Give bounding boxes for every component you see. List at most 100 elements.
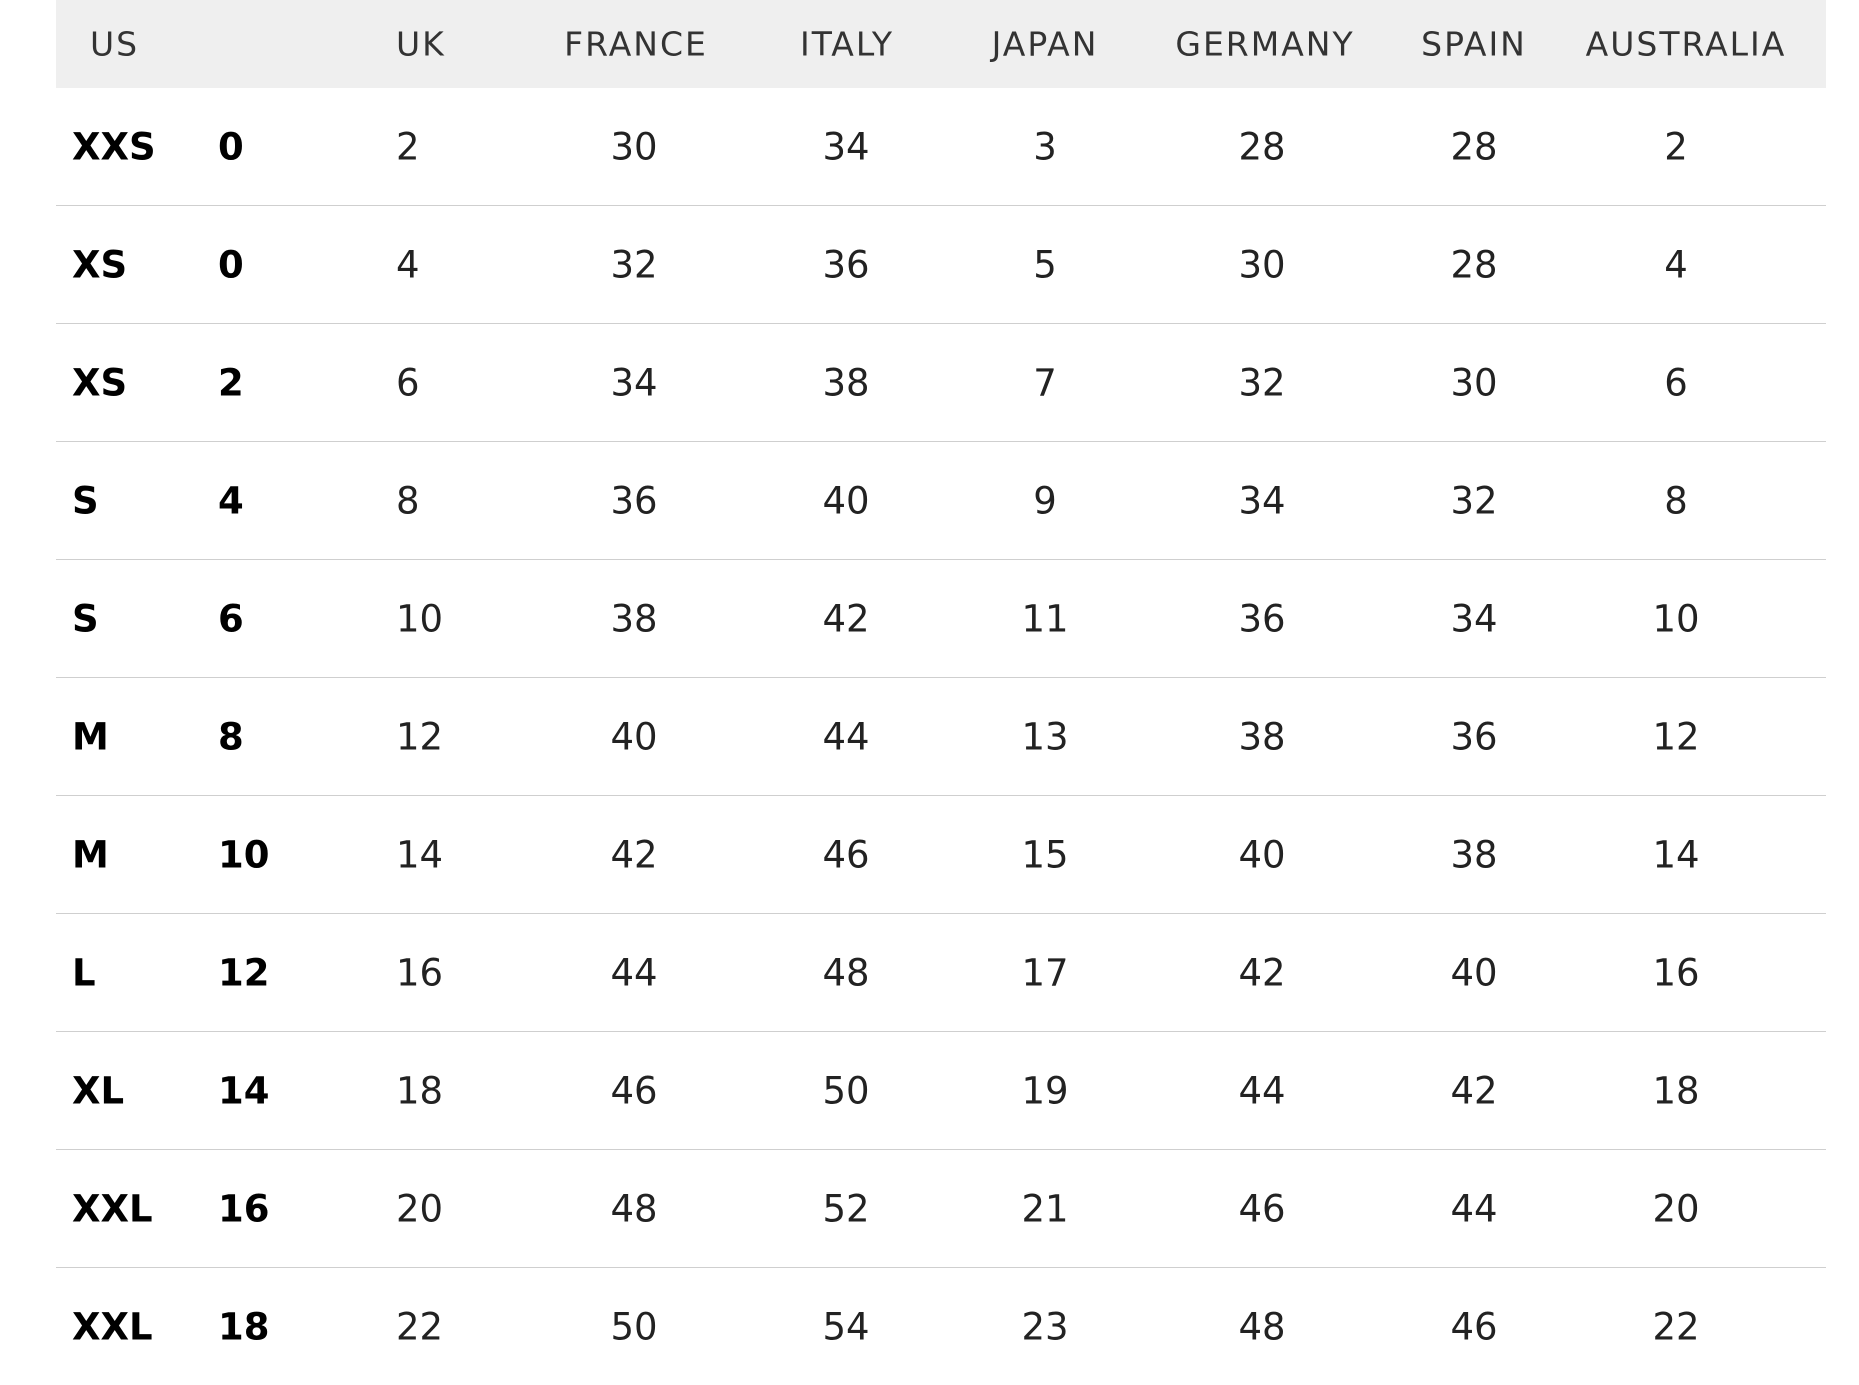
size-value: 6 [1664,361,1688,404]
size-value: 28 [1238,125,1286,168]
size-value: 44 [822,715,870,758]
size-value: 38 [610,597,658,640]
table-row: M 10 14 42 46 15 40 38 14 [56,796,1826,914]
size-value: 3 [1033,125,1057,168]
size-value: 42 [610,833,658,876]
size-value: 14 [1652,833,1700,876]
size-value: 17 [1021,951,1069,994]
size-value: 42 [1238,951,1286,994]
column-header: UK [396,24,446,64]
size-value: 34 [1450,597,1498,640]
size-value: 34 [822,125,870,168]
size-value: 40 [1450,951,1498,994]
size-label: S [72,479,99,522]
size-value: 16 [218,1187,270,1230]
size-label: XXL [72,1187,153,1230]
size-value: 28 [1450,125,1498,168]
size-label: S [72,597,99,640]
size-value: 46 [822,833,870,876]
size-value: 40 [822,479,870,522]
size-label: XL [72,1069,125,1112]
size-label: XS [72,361,128,404]
size-value: 44 [610,951,658,994]
size-value: 2 [396,125,420,168]
size-value: 32 [1450,479,1498,522]
size-value: 34 [610,361,658,404]
size-value: 18 [218,1305,270,1348]
column-header: JAPAN [991,24,1099,64]
size-value: 46 [1238,1187,1286,1230]
size-value: 38 [822,361,870,404]
size-value: 12 [1652,715,1700,758]
size-value: 23 [1021,1305,1069,1348]
size-value: 9 [1033,479,1057,522]
size-value: 30 [1238,243,1286,286]
size-value: 42 [1450,1069,1498,1112]
size-value: 16 [396,951,444,994]
table-row: XS 2 6 34 38 7 32 30 6 [56,324,1826,442]
size-value: 7 [1033,361,1057,404]
size-value: 36 [610,479,658,522]
size-value: 12 [218,951,270,994]
header-row: US UK FRANCE ITALY JAPAN GERMANY SPAIN AUSTRALI… [56,0,1826,88]
column-header: AUSTRALIA [1585,24,1787,64]
size-label: XS [72,243,128,286]
size-value: 48 [1238,1305,1286,1348]
column-header: ITALY [799,24,895,64]
size-value: 38 [1450,833,1498,876]
table-row: XXL 18 22 50 54 23 48 46 22 [56,1268,1826,1385]
size-value: 11 [1021,597,1069,640]
column-header: GERMANY [1175,24,1355,64]
size-value: 46 [610,1069,658,1112]
table-row: XL 14 18 46 50 19 44 42 18 [56,1032,1826,1150]
size-value: 4 [1664,243,1688,286]
size-value: 18 [1652,1069,1700,1112]
size-value: 30 [610,125,658,168]
size-value: 54 [822,1305,870,1348]
size-label: XXL [72,1305,153,1348]
size-value: 38 [1238,715,1286,758]
table-row: S 4 8 36 40 9 34 32 8 [56,442,1826,560]
table-row: S 6 10 38 42 11 36 34 10 [56,560,1826,678]
table-row: XS 0 4 32 36 5 30 28 4 [56,206,1826,324]
table-row: L 12 16 44 48 17 42 40 16 [56,914,1826,1032]
table-row: XXS 0 2 30 34 3 28 28 2 [56,88,1826,206]
size-value: 20 [1652,1187,1700,1230]
size-value: 10 [218,833,270,876]
size-value: 32 [610,243,658,286]
size-value: 48 [610,1187,658,1230]
size-value: 6 [218,597,244,640]
size-value: 44 [1238,1069,1286,1112]
size-value: 52 [822,1187,870,1230]
size-value: 18 [396,1069,444,1112]
size-value: 40 [610,715,658,758]
size-value: 32 [1238,361,1286,404]
size-value: 8 [1664,479,1688,522]
size-value: 10 [1652,597,1700,640]
size-value: 2 [1664,125,1688,168]
size-value: 12 [396,715,444,758]
size-value: 48 [822,951,870,994]
size-value: 0 [218,243,244,286]
size-value: 8 [218,715,244,758]
size-label: XXS [72,125,156,168]
size-value: 50 [610,1305,658,1348]
size-value: 46 [1450,1305,1498,1348]
table-row: XXL 16 20 48 52 21 46 44 20 [56,1150,1826,1268]
size-value: 6 [396,361,420,404]
column-header: FRANCE [564,24,708,64]
column-header: US [90,24,140,64]
size-value: 40 [1238,833,1286,876]
size-value: 10 [396,597,444,640]
size-value: 13 [1021,715,1069,758]
size-value: 44 [1450,1187,1498,1230]
size-value: 19 [1021,1069,1069,1112]
size-value: 22 [396,1305,444,1348]
table-row: M 8 12 40 44 13 38 36 12 [56,678,1826,796]
size-value: 36 [1450,715,1498,758]
size-value: 20 [396,1187,444,1230]
size-value: 34 [1238,479,1286,522]
size-label: M [72,715,109,758]
column-header: SPAIN [1421,24,1527,64]
size-value: 22 [1652,1305,1700,1348]
